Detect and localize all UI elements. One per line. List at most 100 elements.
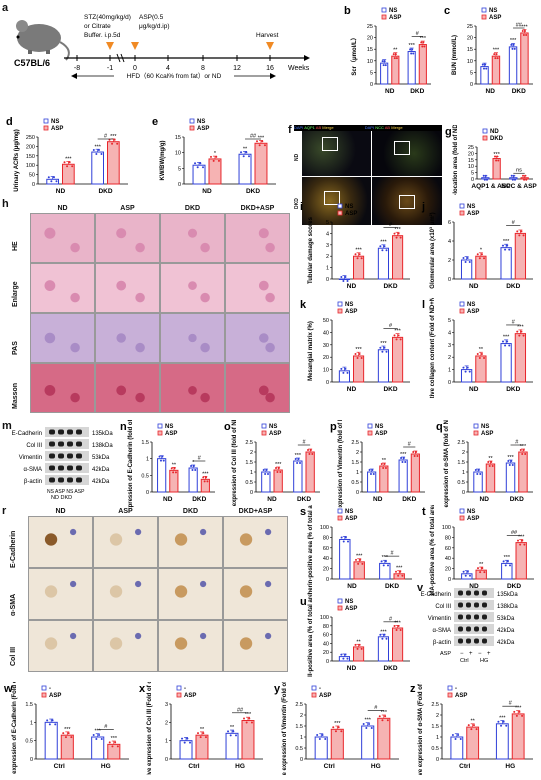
- y-tick-label: 250: [26, 135, 35, 141]
- data-point: [210, 155, 212, 158]
- data-point: [98, 734, 101, 736]
- data-point: [477, 469, 480, 471]
- y-tick-label: 2.5: [245, 440, 253, 446]
- data-point: [275, 467, 277, 469]
- panel-label-x: x: [139, 683, 146, 695]
- data-point: [174, 471, 177, 474]
- bar: [377, 247, 390, 280]
- x-tick-label: DKD: [383, 665, 397, 672]
- data-point: [307, 449, 309, 451]
- y-tick-label: 10: [468, 164, 474, 170]
- legend-swatch: [157, 423, 163, 429]
- hash-label: ##: [516, 23, 523, 29]
- data-point: [217, 159, 220, 162]
- data-point: [50, 180, 53, 183]
- x-tick-label: HG: [101, 763, 111, 770]
- y-tick-label: 1: [436, 735, 439, 741]
- data-point: [261, 140, 264, 143]
- legend-swatch: [459, 515, 465, 521]
- data-point: [362, 723, 365, 725]
- chart-svg-q: q 0 0.5 1 1.5 2 2.5 Relative expression of α-SM…: [436, 402, 533, 532]
- x-tick-label: DKD: [507, 583, 521, 590]
- y-tick-label: 1: [326, 266, 329, 272]
- bar: [353, 561, 365, 580]
- blot-band: [482, 602, 487, 608]
- data-point: [488, 465, 491, 467]
- data-point: [66, 165, 69, 168]
- y-tick-label: 0: [165, 757, 168, 763]
- data-point: [504, 344, 507, 347]
- hash-label: #: [104, 134, 108, 140]
- significance-star: ***: [64, 727, 71, 733]
- legend-label: ASP: [345, 211, 357, 217]
- h-row-pas: PAS: [12, 341, 19, 355]
- data-point: [399, 570, 402, 573]
- y-tick-label: 100: [26, 163, 35, 169]
- significance-star: ***: [503, 239, 510, 245]
- data-point: [482, 67, 485, 70]
- bar: [475, 255, 487, 280]
- data-point: [381, 60, 384, 63]
- y-tick-label: 0: [326, 380, 329, 386]
- bar: [495, 723, 509, 760]
- chart-svg-y: y 0 0.5 1 1.5 2 2.5 Relative expression of Vime…: [274, 668, 399, 780]
- data-point: [474, 469, 477, 471]
- significance-star: ***: [396, 566, 403, 572]
- x-tick-label: ND: [163, 496, 173, 503]
- significance-star: ***: [245, 712, 252, 718]
- r-col-asp: ASP: [118, 508, 133, 515]
- y-tick-label: 1: [250, 470, 253, 476]
- tick-16: 16: [266, 65, 274, 72]
- panel-label-i: i: [300, 201, 303, 213]
- chart-p: p 0 0.5 1 1.5 2 2.5 Relative expression of Vime…: [328, 399, 431, 535]
- data-point: [464, 261, 467, 263]
- y-tick-label: 10: [367, 59, 373, 65]
- blot-sign: −: [460, 651, 464, 657]
- data-point: [250, 721, 253, 724]
- bar: [314, 736, 328, 760]
- data-point: [192, 465, 195, 467]
- data-point: [523, 543, 526, 546]
- data-point: [242, 155, 245, 158]
- data-point: [384, 467, 387, 469]
- y-tick-label: 150: [26, 154, 35, 160]
- y-tick-label: 2: [448, 355, 451, 361]
- data-point: [464, 370, 467, 373]
- y-tick-label: 4: [326, 231, 329, 237]
- bar: [505, 462, 516, 493]
- histology-image: [160, 213, 225, 263]
- data-point: [356, 647, 359, 650]
- bar: [339, 538, 351, 580]
- legend-swatch: [261, 423, 267, 429]
- panel-label-d: d: [6, 116, 13, 128]
- legend-swatch: [311, 692, 317, 698]
- legend-label: ASP: [184, 693, 196, 699]
- y-tick-label: 5: [370, 70, 373, 76]
- legend-swatch: [367, 423, 373, 429]
- data-point: [483, 178, 486, 181]
- bar: [60, 734, 74, 760]
- blot-label: β-actin: [24, 479, 42, 485]
- legend-label: NS: [165, 424, 173, 430]
- y-tick-label: 4: [448, 239, 451, 245]
- bar: [225, 732, 239, 760]
- y-tick-label: 2: [250, 450, 253, 456]
- data-point: [459, 738, 462, 740]
- data-point: [380, 560, 383, 563]
- x-tick-label: HG: [235, 763, 245, 770]
- data-point: [381, 249, 384, 252]
- h-col-dkd: DKD: [184, 205, 201, 212]
- y-tick-label: 0.5: [457, 480, 465, 486]
- data-point: [318, 738, 321, 740]
- data-point: [478, 356, 481, 359]
- y-tick-label: 20: [468, 151, 474, 157]
- significance-star: ***: [493, 48, 500, 54]
- legend-label: ASP: [269, 431, 281, 437]
- blot-label: E-Cadherin: [421, 592, 451, 598]
- significance-star: **: [172, 462, 177, 468]
- r-col-dkd: DKD: [182, 508, 199, 515]
- blot-band: [49, 453, 55, 459]
- data-point: [524, 29, 527, 32]
- x-tick-label: DKD: [192, 496, 206, 503]
